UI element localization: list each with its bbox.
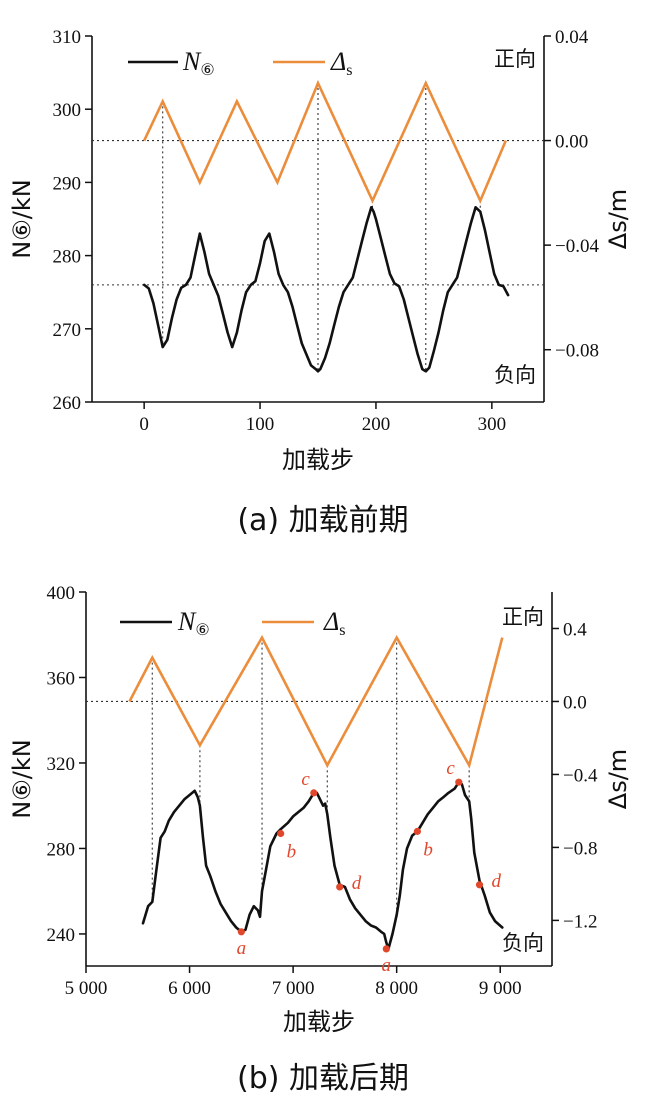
legend-label-displacement: Δs [323, 607, 346, 639]
x-tick-label: 6 000 [168, 978, 211, 999]
legend-disp-symbol: Δ [330, 47, 346, 76]
series-displacement-line [128, 634, 504, 769]
y-right-tick-label: −0.8 [563, 838, 597, 859]
marker-point-c [455, 778, 463, 786]
x-tick-label: 7 000 [272, 978, 315, 999]
y-left-tick-label: 300 [53, 100, 82, 121]
point-label-d: d [492, 871, 502, 892]
point-label-a: a [382, 955, 392, 976]
y-right-axis-label: Δs/m [604, 749, 632, 809]
figure-caption: (a) 加载前期 [237, 503, 408, 538]
chart-a: 0 100 200 300 260 270 280 290 300 310 0.04 0.00 −0.0… [8, 27, 632, 538]
x-tick-label: 9 000 [479, 978, 522, 999]
figure-caption: (b) 加载后期 [237, 1061, 409, 1096]
y-left-axis-label: N⑥/kN [8, 739, 36, 818]
x-tick-label: 0 [139, 414, 149, 435]
y-right-tick-label: 0.04 [555, 27, 589, 48]
point-label-c: c [301, 769, 310, 790]
y-right-axis-label: Δs/m [604, 189, 632, 249]
legend-label-displacement: Δs [330, 47, 353, 79]
y-left-tick-label: 310 [53, 27, 82, 48]
annotation-negative: 负向 [502, 931, 544, 955]
y-left-tick-label: 240 [47, 925, 76, 946]
marker-point-c [310, 789, 318, 797]
legend: N⑥ Δs [120, 607, 346, 639]
point-label-b: b [287, 841, 297, 862]
x-tick-label: 8 000 [375, 978, 418, 999]
legend-label-load: N⑥ [182, 47, 215, 79]
y-left-tick-label: 360 [47, 668, 76, 689]
marker-point-d [475, 881, 484, 889]
y-left-tick-label: 280 [53, 247, 82, 268]
legend-load-subscript: ⑥ [195, 622, 209, 639]
marker-point-b [413, 827, 421, 835]
x-axis-label: 加载步 [282, 446, 354, 474]
y-left-tick-label: 290 [53, 173, 82, 194]
legend: N⑥ Δs [128, 47, 353, 79]
x-tick-label: 100 [246, 414, 275, 435]
chart-b: 5 000 6 000 7 000 8 000 9 000 240 280 320 360 400… [8, 583, 632, 1096]
y-right-tick-label: −1.2 [563, 911, 597, 932]
y-right-tick-label: 0.0 [563, 692, 587, 713]
y-left-tick-label: 270 [53, 320, 82, 341]
legend-disp-subscript: s [339, 622, 345, 639]
legend-disp-symbol: Δ [323, 607, 339, 636]
annotation-negative: 负向 [494, 363, 536, 387]
y-left-tick-label: 320 [47, 754, 76, 775]
point-label-b: b [423, 839, 433, 860]
series-load-line [142, 206, 510, 373]
legend-load-symbol: N [177, 607, 197, 636]
marker-point-a [237, 928, 245, 936]
point-label-c: c [446, 758, 455, 779]
legend-label-load: N⑥ [177, 607, 210, 639]
y-left-axis-label: N⑥/kN [8, 179, 36, 258]
series-displacement-line [143, 79, 507, 204]
y-right-tick-label: −0.08 [555, 341, 599, 362]
point-label-a: a [237, 938, 247, 959]
y-left-tick-label: 260 [53, 393, 82, 414]
y-right-tick-label: 0.00 [555, 132, 588, 153]
marker-point-a [382, 945, 390, 953]
series-load-line [141, 780, 504, 951]
annotation-positive: 正向 [494, 47, 536, 71]
x-tick-label: 5 000 [65, 978, 108, 999]
x-tick-label: 300 [478, 414, 507, 435]
y-right-tick-label: 0.4 [563, 619, 587, 640]
marker-point-b [277, 829, 285, 838]
legend-load-subscript: ⑥ [200, 62, 214, 79]
annotation-positive: 正向 [502, 605, 544, 629]
legend-load-symbol: N [182, 47, 202, 76]
y-right-tick-label: −0.04 [555, 236, 599, 257]
point-label-d: d [352, 873, 362, 894]
marker-point-d [336, 883, 344, 891]
x-axis-label: 加载步 [283, 1008, 355, 1036]
x-tick-label: 200 [362, 414, 391, 435]
y-left-tick-label: 400 [47, 583, 76, 604]
y-right-tick-label: −0.4 [563, 765, 598, 786]
y-left-tick-label: 280 [47, 839, 76, 860]
legend-disp-subscript: s [346, 62, 352, 79]
